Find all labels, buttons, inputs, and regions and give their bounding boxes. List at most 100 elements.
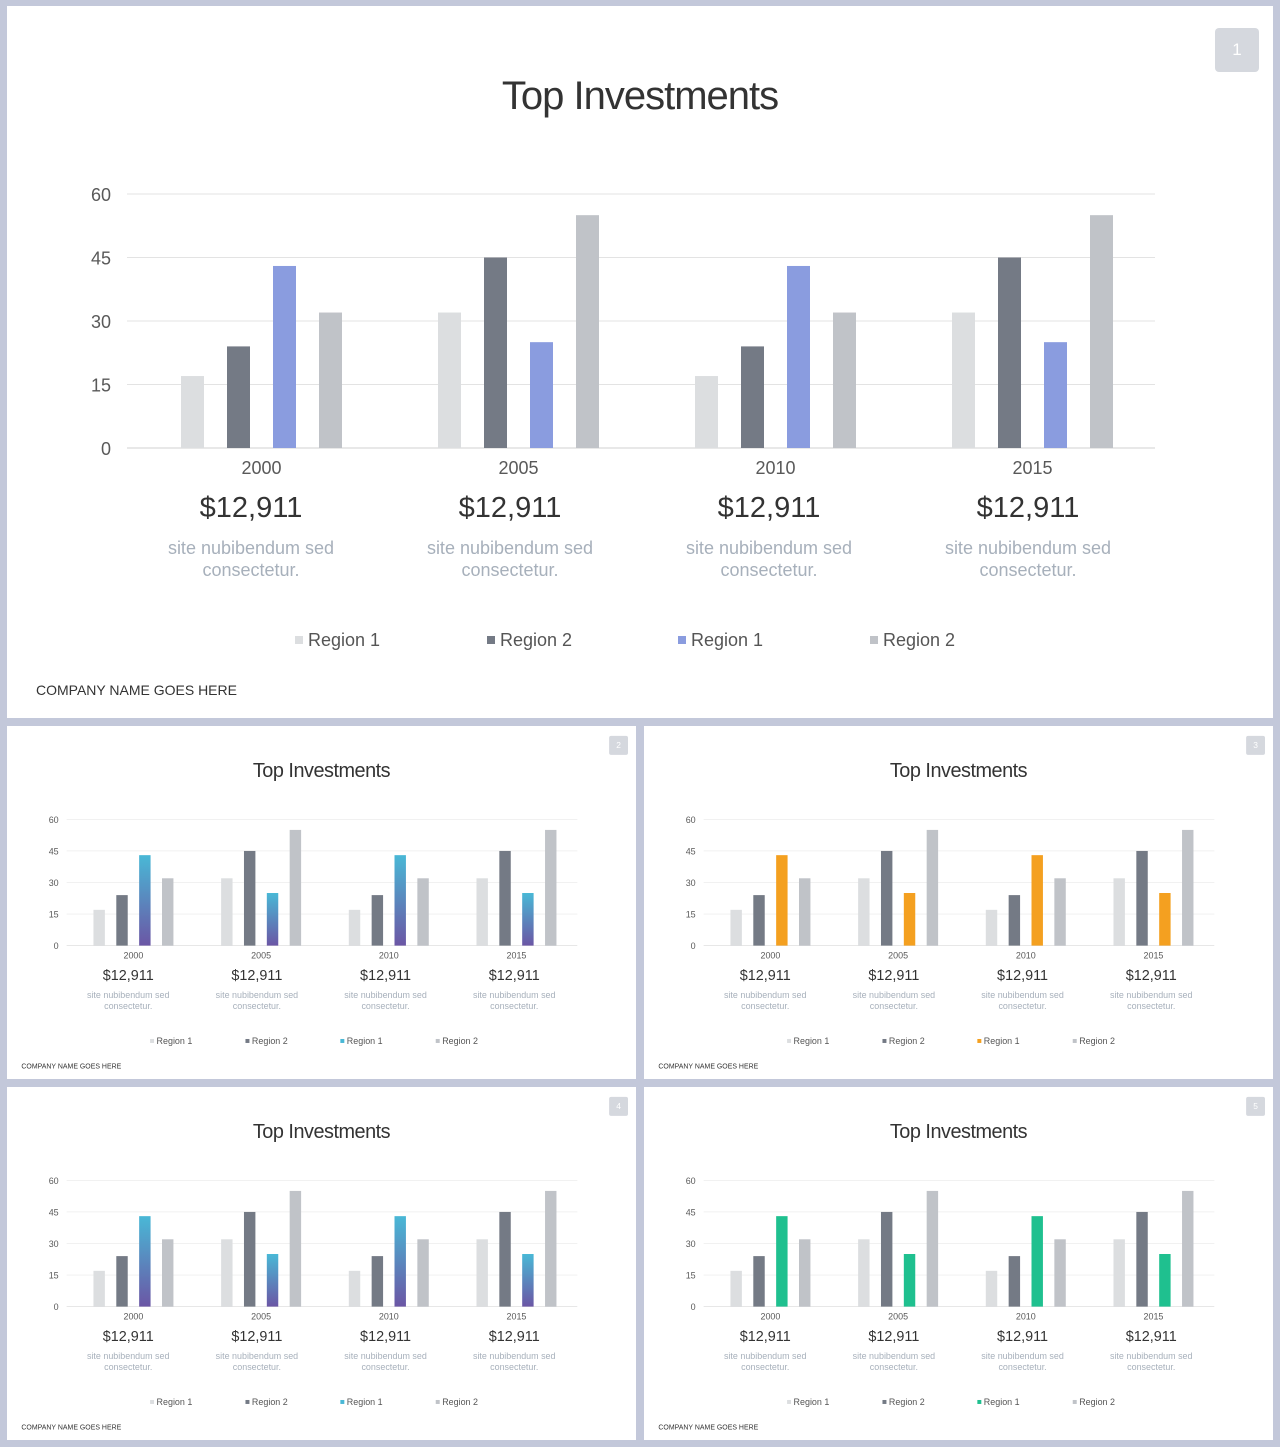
stat-description: site nubibendum sed consectetur. <box>331 1351 440 1373</box>
legend-label: Region 2 <box>500 630 573 650</box>
stat-value: $12,911 <box>199 492 303 524</box>
bar-2005-series-3 <box>266 1254 279 1307</box>
legend-swatch <box>787 1399 792 1404</box>
stat-block-2010: $12,911 site nubibendum sed consectetur. <box>331 1328 440 1372</box>
x-tick-label: 2000 <box>123 951 143 961</box>
slide-number-badge[interactable]: 1 <box>1215 28 1259 72</box>
bar-2010-series-2 <box>1008 895 1021 946</box>
stat-block-2015: $12,911 site nubibendum sed consectetur. <box>1097 1328 1206 1372</box>
stat-description: site nubibendum sed consectetur. <box>968 1351 1077 1373</box>
bar-2000-series-4 <box>319 312 342 448</box>
legend-label: Region 1 <box>346 1397 383 1407</box>
bar-2005-series-3 <box>903 1254 916 1307</box>
slide-1[interactable]: 1 Top Investments 60 45 30 15 0 2000 2005 2010 2… <box>7 6 1273 718</box>
stat-description-line: consectetur. <box>869 1362 919 1373</box>
stat-description-line: consectetur. <box>1127 1362 1176 1373</box>
slide-5[interactable]: 5 Top Investments 60 45 30 15 0 2000 2005 2010 2… <box>644 1087 1273 1440</box>
legend-label: Region 2 <box>888 1036 925 1046</box>
stat-value: $12,911 <box>997 967 1049 984</box>
legend-swatch <box>245 1038 250 1043</box>
bar-2010-series-3 <box>394 1216 406 1307</box>
bar-2010-series-2 <box>741 346 764 448</box>
legend-swatch <box>487 636 495 644</box>
stat-block-2005: $12,911 site nubibendum sed consectetur. <box>400 492 620 581</box>
bar-2015-series-2 <box>499 850 511 946</box>
bar-2010-series-3 <box>394 855 406 946</box>
bar-2000-series-4 <box>799 878 811 946</box>
bar-2005-series-1 <box>221 1239 233 1307</box>
slide-number-badge[interactable]: 5 <box>1246 1096 1265 1116</box>
bar-2015-series-4 <box>1090 215 1113 448</box>
legend-item-series-3: Region 1 <box>340 1036 383 1046</box>
slide-title: Top Investments <box>889 759 1028 782</box>
stat-description: site nubibendum sed consectetur. <box>659 537 879 581</box>
bar-2005-series-1 <box>858 878 870 946</box>
slide-4[interactable]: 4 Top Investments 60 45 30 15 0 2000 2005 2010 2… <box>7 1087 636 1440</box>
bar-2000-series-4 <box>162 1239 174 1307</box>
stat-description-line: site nubibendum sed <box>344 990 427 1001</box>
stat-block-2000: $12,911 site nubibendum sed consectetur. <box>711 967 820 1011</box>
bar-2015-series-3 <box>522 893 534 946</box>
legend-label: Region 1 <box>793 1036 830 1046</box>
legend-swatch <box>977 1399 982 1404</box>
legend-label: Region 1 <box>691 630 764 650</box>
legend-label: Region 2 <box>251 1036 288 1046</box>
legend-label: Region 1 <box>983 1036 1020 1046</box>
y-tick-label: 60 <box>49 1176 59 1186</box>
bar-2015-series-2 <box>1136 850 1148 946</box>
bar-2005-series-3 <box>266 893 279 946</box>
bar-2015-series-1 <box>476 878 488 946</box>
bar-2010-series-4 <box>417 878 429 946</box>
legend-swatch <box>150 1038 155 1043</box>
bar-2010-series-4 <box>833 312 856 448</box>
stat-description-line: consectetur. <box>361 1362 410 1373</box>
stat-value: $12,911 <box>102 1328 154 1345</box>
legend-item-series-3: Region 1 <box>977 1397 1020 1407</box>
stat-description: site nubibendum sed consectetur. <box>839 990 948 1012</box>
legend-item-series-2: Region 2 <box>882 1397 925 1407</box>
x-tick-label: 2005 <box>498 458 538 478</box>
legend-item-series-1: Region 1 <box>787 1036 829 1046</box>
stat-block-2015: $12,911 site nubibendum sed consectetur. <box>918 492 1138 581</box>
bar-2000-series-3 <box>776 855 788 946</box>
bar-2000-series-1 <box>93 909 105 946</box>
stat-block-2005: $12,911 site nubibendum sed consectetur. <box>202 1328 311 1372</box>
stat-description-line: site nubibendum sed <box>86 990 170 1001</box>
stat-value: $12,911 <box>458 492 562 524</box>
slide-2[interactable]: 2 Top Investments 60 45 30 15 0 2000 2005 2010 2… <box>7 726 636 1079</box>
slide-number-badge[interactable]: 3 <box>1246 735 1265 755</box>
stat-description-line: site nubibendum sed <box>215 990 299 1001</box>
bar-2015-series-2 <box>998 257 1021 448</box>
x-tick-label: 2005 <box>888 1312 908 1322</box>
stat-block-2000: $12,911 site nubibendum sed consectetur. <box>141 492 361 581</box>
legend-swatch <box>1072 1038 1077 1043</box>
stat-value: $12,911 <box>102 967 154 984</box>
stat-value: $12,911 <box>360 1328 412 1345</box>
stat-description: site nubibendum sed consectetur. <box>202 1351 311 1373</box>
stat-value: $12,911 <box>231 967 283 984</box>
legend-swatch <box>678 636 686 644</box>
stat-description-line: consectetur. <box>998 1362 1047 1373</box>
slide-number-badge[interactable]: 2 <box>609 735 628 755</box>
bar-2010-series-3 <box>787 265 810 448</box>
bar-2015-series-3 <box>1044 342 1067 448</box>
y-tick-label: 30 <box>49 878 59 888</box>
slide-number-badge[interactable]: 4 <box>609 1096 628 1116</box>
slide-3[interactable]: 3 Top Investments 60 45 30 15 0 2000 2005 2010 2… <box>644 726 1273 1079</box>
legend-item-series-2: Region 2 <box>487 630 572 651</box>
legend-label: Region 1 <box>346 1036 383 1046</box>
legend-label: Region 1 <box>983 1397 1020 1407</box>
stat-description-line: consectetur. <box>741 1362 790 1373</box>
stat-description-line: consectetur. <box>979 560 1077 580</box>
x-tick-label: 2010 <box>1016 1312 1036 1322</box>
bar-2010-series-4 <box>417 1239 429 1307</box>
bar-2000-series-1 <box>730 909 742 946</box>
y-tick-label: 60 <box>91 185 111 205</box>
stat-description-line: site nubibendum sed <box>981 1351 1064 1362</box>
legend-item-series-4: Region 2 <box>435 1036 478 1046</box>
stat-block-2015: $12,911 site nubibendum sed consectetur. <box>1097 967 1206 1011</box>
stat-value: $12,911 <box>997 1328 1049 1345</box>
bar-2010-series-4 <box>1054 1239 1066 1307</box>
slide-title: Top Investments <box>252 759 391 782</box>
x-tick-label: 2010 <box>755 458 795 478</box>
